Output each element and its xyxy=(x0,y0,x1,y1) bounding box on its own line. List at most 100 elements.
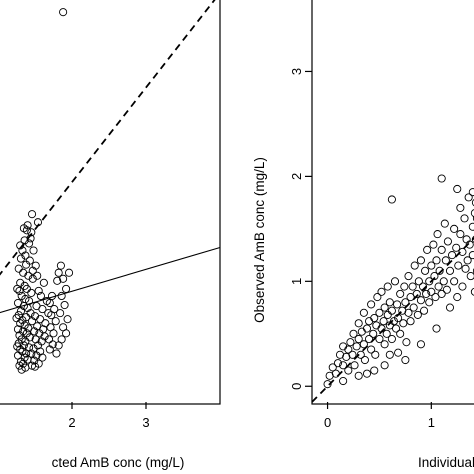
left-data-point xyxy=(25,333,34,342)
left-data-point xyxy=(63,315,72,324)
left-data-point xyxy=(64,268,74,277)
left-data-point xyxy=(15,331,24,340)
right-data-point xyxy=(422,289,431,298)
left-data-point xyxy=(30,327,39,336)
right-data-point xyxy=(437,174,446,183)
right-data-point xyxy=(471,199,474,207)
right-data-point xyxy=(380,340,389,349)
right-data-point xyxy=(396,289,405,298)
left-x-axis-title: cted AmB conc (mg/L) xyxy=(52,455,185,470)
right-data-point xyxy=(416,340,425,349)
right-data-point xyxy=(331,369,340,378)
right-data-point xyxy=(352,342,361,351)
right-data-point xyxy=(432,324,441,333)
right-data-point xyxy=(466,272,474,281)
left-data-point xyxy=(22,284,31,293)
right-data-point xyxy=(416,256,425,265)
left-data-point xyxy=(59,8,68,17)
right-data-point xyxy=(339,342,348,351)
left-data-point xyxy=(57,291,66,301)
right-data-point xyxy=(367,345,376,354)
right-data-point xyxy=(344,366,353,375)
left-data-point xyxy=(29,246,38,255)
left-data-point xyxy=(24,271,33,280)
left-data-point xyxy=(16,357,25,366)
right-data-point xyxy=(454,261,463,270)
right-data-point xyxy=(380,361,389,370)
right-data-point xyxy=(362,324,372,333)
right-data-point xyxy=(418,282,428,291)
right-data-point xyxy=(442,285,451,294)
right-data-point xyxy=(399,319,408,328)
right-data-point xyxy=(349,329,358,338)
left-data-point xyxy=(33,218,43,227)
left-data-point xyxy=(27,361,37,370)
left-data-point xyxy=(34,286,43,295)
left-data-point xyxy=(33,271,42,280)
right-data-point xyxy=(380,303,389,312)
left-data-point xyxy=(62,329,71,338)
left-x-tick-label: 2 xyxy=(68,415,75,430)
left-data-point xyxy=(47,291,57,301)
right-data-point xyxy=(375,308,384,317)
right-data-point xyxy=(357,327,366,336)
right-data-point xyxy=(354,371,363,380)
right-data-points xyxy=(323,174,474,389)
left-data-point xyxy=(16,241,25,250)
left-data-point xyxy=(26,309,35,318)
left-data-point xyxy=(41,319,50,328)
right-data-point xyxy=(412,289,421,298)
left-data-point xyxy=(51,317,60,326)
right-data-point xyxy=(396,329,405,338)
right-data-point xyxy=(468,188,474,197)
right-data-point xyxy=(394,348,403,357)
right-data-point xyxy=(421,266,430,275)
right-data-point xyxy=(413,310,422,319)
right-data-point xyxy=(439,277,448,286)
right-data-point xyxy=(425,298,434,307)
right-data-point xyxy=(359,340,368,349)
left-data-point xyxy=(27,228,36,237)
left-data-point xyxy=(15,361,24,370)
right-y-tick-label: 1 xyxy=(289,278,304,285)
right-data-point xyxy=(402,338,411,347)
left-data-point xyxy=(36,315,45,324)
left-data-point xyxy=(13,342,22,351)
left-data-point xyxy=(27,210,37,219)
right-data-point xyxy=(462,235,471,244)
left-data-point xyxy=(16,254,25,263)
right-data-point xyxy=(383,282,392,291)
left-data-point xyxy=(32,351,41,360)
right-data-point xyxy=(346,338,355,347)
right-data-point xyxy=(370,366,379,375)
right-data-point xyxy=(391,324,401,333)
right-data-point xyxy=(450,277,459,286)
right-data-point xyxy=(367,300,376,309)
left-data-point xyxy=(52,349,61,358)
right-data-point xyxy=(432,256,441,265)
right-data-point xyxy=(339,361,348,370)
right-data-point xyxy=(369,329,378,338)
right-data-point xyxy=(406,317,415,326)
left-data-point xyxy=(49,329,58,338)
left-data-point xyxy=(22,329,31,338)
right-data-point xyxy=(385,298,394,307)
right-data-point xyxy=(383,310,392,319)
right-data-point xyxy=(452,243,461,252)
right-data-point xyxy=(344,345,353,354)
right-data-point xyxy=(437,289,446,298)
left-data-point xyxy=(59,274,68,283)
left-identity-line xyxy=(0,0,216,276)
right-data-point xyxy=(372,321,381,330)
right-data-point xyxy=(387,306,396,315)
right-data-point xyxy=(379,317,388,326)
right-data-point xyxy=(435,266,444,275)
left-data-point xyxy=(27,349,36,358)
left-regression-line xyxy=(0,246,221,314)
left-data-point xyxy=(30,356,39,365)
right-data-point xyxy=(348,350,357,359)
right-y-axis-title: Observed AmB conc (mg/L) xyxy=(252,157,267,323)
